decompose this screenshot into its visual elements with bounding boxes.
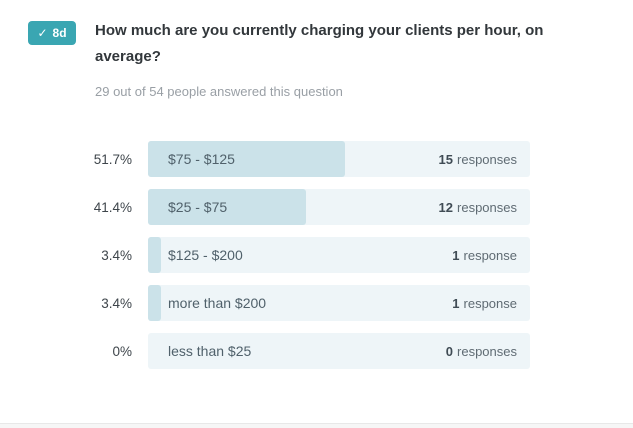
response-count-number: 0 <box>445 343 454 359</box>
result-percent: 3.4% <box>101 295 132 311</box>
card-bottom-edge <box>0 423 633 428</box>
question-badge-label: 8d <box>52 26 67 40</box>
question-answered-count: 29 out of 54 people answered this questi… <box>95 84 343 99</box>
bar-fill <box>148 189 307 225</box>
response-count-word: response <box>463 247 517 263</box>
checkmark-icon: ✓ <box>37 26 48 40</box>
response-count-number: 15 <box>438 151 454 167</box>
result-row: 51.7% $75 - $125 15 responses <box>0 141 633 177</box>
result-row: 0% less than $25 0 responses <box>0 333 633 369</box>
result-row: 3.4% $125 - $200 1 response <box>0 237 633 273</box>
bar-track: more than $200 1 response <box>148 285 530 321</box>
result-row: 3.4% more than $200 1 response <box>0 285 633 321</box>
response-count-number: 1 <box>452 247 460 263</box>
response-count-word: response <box>463 295 517 311</box>
response-count: 12 responses <box>439 189 517 225</box>
answer-option-label: less than $25 <box>168 343 252 359</box>
response-count-number: 1 <box>452 295 460 311</box>
response-count: 0 responses <box>446 333 517 369</box>
answer-option-label: $125 - $200 <box>168 247 243 263</box>
bar-track: $125 - $200 1 response <box>148 237 530 273</box>
answer-option-label: more than $200 <box>168 295 267 311</box>
bar-fill <box>148 285 161 321</box>
answer-option-label: $75 - $125 <box>168 151 235 167</box>
response-count-word: responses <box>457 343 517 359</box>
response-count: 1 response <box>452 237 517 273</box>
bar-fill <box>148 141 346 177</box>
result-percent: 41.4% <box>93 199 132 215</box>
question-badge[interactable]: ✓ 8d <box>28 21 76 45</box>
response-count-number: 12 <box>438 199 454 215</box>
response-count: 1 response <box>452 285 517 321</box>
response-count: 15 responses <box>439 141 517 177</box>
bar-track: $75 - $125 15 responses <box>148 141 530 177</box>
result-percent: 51.7% <box>93 151 132 167</box>
answer-option-label: $25 - $75 <box>168 199 228 215</box>
bar-track: less than $25 0 responses <box>148 333 530 369</box>
question-header: ✓ 8d How much are you currently charging… <box>28 18 593 99</box>
result-percent: 3.4% <box>101 247 132 263</box>
bar-track: $25 - $75 12 responses <box>148 189 530 225</box>
bar-fill <box>148 237 161 273</box>
result-row: 41.4% $25 - $75 12 responses <box>0 189 633 225</box>
response-count-word: responses <box>457 151 517 167</box>
result-percent: 0% <box>112 343 132 359</box>
question-title: How much are you currently charging your… <box>95 22 544 65</box>
results-bar-chart: 51.7% $75 - $125 15 responses 41.4% $25 … <box>0 141 633 381</box>
response-count-word: responses <box>457 199 517 215</box>
